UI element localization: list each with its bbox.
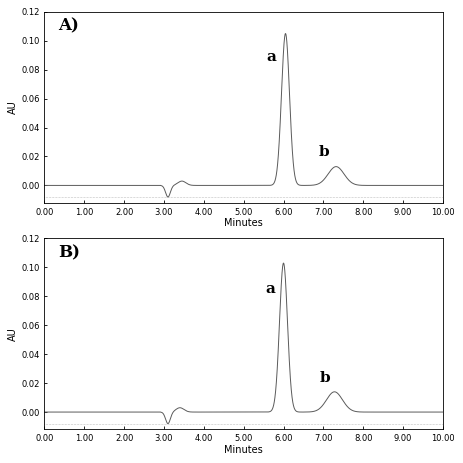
Y-axis label: AU: AU [8, 327, 19, 341]
X-axis label: Minutes: Minutes [224, 218, 263, 228]
Y-axis label: AU: AU [8, 100, 19, 114]
Text: a: a [267, 50, 277, 64]
X-axis label: Minutes: Minutes [224, 444, 263, 455]
Text: b: b [319, 145, 329, 159]
Text: B): B) [58, 244, 81, 261]
Text: A): A) [58, 18, 79, 35]
Text: b: b [319, 371, 330, 385]
Text: a: a [266, 282, 275, 296]
